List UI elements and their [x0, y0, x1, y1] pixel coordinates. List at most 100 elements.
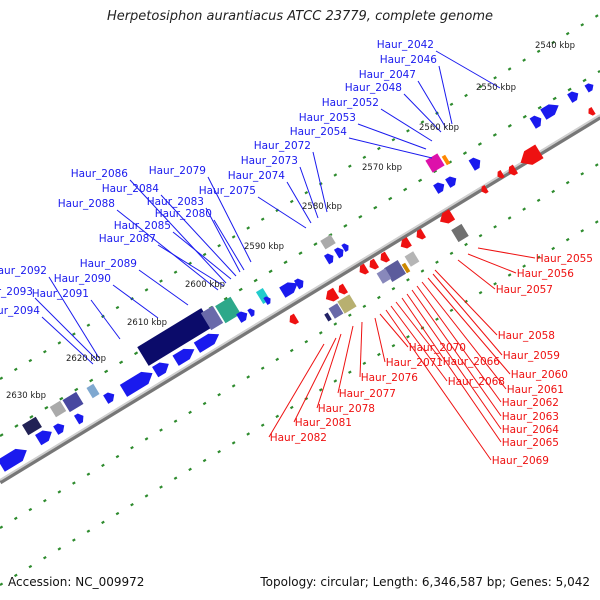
feature-block [324, 312, 332, 322]
genome-summary-text: Topology: circular; Length: 6,346,587 bp… [260, 575, 590, 589]
gene-arrow [380, 251, 391, 263]
gene-arrow [293, 278, 304, 290]
callout-line [312, 151, 328, 213]
callout-line [213, 219, 245, 271]
gene-arrow [341, 243, 349, 252]
callout-line [457, 259, 496, 290]
callout-line [380, 108, 433, 142]
gene-label: Haur_2078 [318, 403, 375, 415]
gene-label: Haur_2069 [492, 455, 549, 467]
gene-arrow [119, 371, 153, 397]
callout-line [157, 244, 225, 287]
gene-label: Haur_2058 [498, 330, 555, 342]
gene-label: Haur_2042 [377, 39, 434, 51]
map-title: Herpetosiphon aurantiacus ATCC 23779, co… [106, 9, 494, 24]
kbp-tick-labels: 2540 kbp 2550 kbp 2560 kbp 2570 kbp 2580 kbp… [6, 41, 575, 401]
callout-line [205, 207, 241, 273]
gene-arrow [263, 296, 271, 305]
gene-label: Haur_2056 [517, 268, 575, 280]
feature-block [200, 305, 224, 331]
callout-line [401, 297, 502, 443]
gene-arrow [584, 83, 594, 93]
gene-label: Haur_2086 [71, 168, 129, 180]
gene-arrow [333, 247, 344, 259]
tick-dots [0, 13, 600, 586]
callout-line [438, 65, 453, 125]
gene-arrow [497, 170, 505, 179]
gene-label: Haur_2089 [80, 258, 137, 270]
callout-line [172, 231, 232, 280]
gene-arrow [0, 448, 27, 472]
callout-line [477, 247, 536, 259]
callout-line [48, 276, 100, 359]
gene-label: Haur_2091 [32, 288, 89, 300]
callout-line [374, 317, 386, 363]
gene-arrow [540, 104, 559, 120]
feature-block [328, 303, 344, 319]
gene-label: Haur_2094 [0, 305, 40, 317]
gene-label: Haur_2057 [496, 284, 553, 296]
gene-arrow [400, 237, 412, 249]
gene-label: Haur_2063 [502, 411, 559, 423]
gene-label: Haur_2055 [536, 253, 593, 265]
gene-arrow [508, 164, 519, 176]
callout-line [435, 50, 501, 89]
callout-line [406, 293, 502, 430]
gene-arrow [73, 413, 84, 425]
callout-line [337, 325, 354, 394]
kbp-tick-label: 2620 kbp [66, 354, 106, 364]
gene-arrow [369, 258, 380, 270]
gene-arrow [172, 348, 195, 366]
gene-label: Haur_2054 [290, 126, 348, 138]
gene-label: Haur_2090 [54, 273, 111, 285]
gene-label: Haur_2075 [199, 185, 256, 197]
callout-line [359, 321, 363, 378]
gene-label: Haur_2077 [339, 388, 396, 400]
gene-label: Haur_2084 [102, 183, 160, 195]
callout-line [160, 194, 237, 277]
gene-arrow [279, 282, 298, 298]
gene-arrow [359, 263, 370, 275]
kbp-tick-label: 2570 kbp [362, 163, 402, 173]
gene-arrow [416, 228, 427, 240]
callout-line [467, 253, 517, 274]
callout-line [357, 123, 427, 150]
gene-label: Haur_2070 [409, 342, 466, 354]
feature-block [401, 262, 411, 274]
callout-line [416, 285, 502, 403]
feature-block [86, 383, 100, 399]
callout-line [417, 80, 447, 129]
callout-line [112, 284, 159, 319]
callout-line [434, 269, 498, 336]
feature-block [337, 294, 357, 314]
gene-label: Haur_2072 [254, 140, 311, 152]
gene-arrow [481, 185, 489, 194]
feature-block [62, 391, 84, 413]
callout-line [385, 309, 492, 461]
gene-label: Haur_2088 [58, 198, 115, 210]
callout-line [299, 166, 319, 219]
gene-arrow [103, 392, 115, 404]
callout-line [379, 313, 409, 348]
gene-arrow [236, 311, 248, 323]
gene-label: Haur_2082 [270, 432, 327, 444]
gene-arrow [325, 287, 340, 302]
callout-line [286, 181, 312, 224]
gene-arrow [323, 253, 334, 265]
gene-arrow [289, 313, 300, 325]
gene-label: Haur_2079 [149, 165, 206, 177]
feature-block [320, 234, 336, 250]
gene-label: Haur_2052 [322, 97, 379, 109]
gene-label: Haur_2083 [147, 196, 204, 208]
callout-line [432, 273, 503, 356]
callout-line [257, 196, 307, 229]
feature-block [22, 416, 42, 436]
callout-line [421, 281, 507, 390]
feature-block [451, 223, 469, 243]
gene-label: Haur_2046 [380, 54, 438, 66]
callout-line [34, 297, 99, 362]
gene-label: Haur_2093 [0, 286, 33, 298]
kbp-tick-label: 2580 kbp [302, 202, 342, 212]
